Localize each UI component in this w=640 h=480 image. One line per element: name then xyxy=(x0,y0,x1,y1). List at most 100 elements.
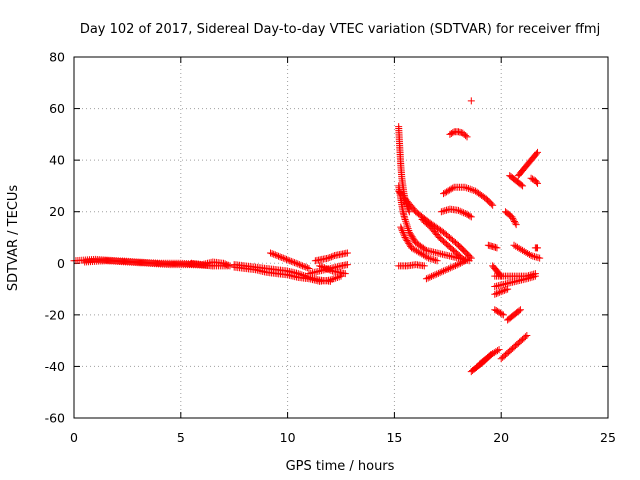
data-point xyxy=(510,216,518,224)
x-tick-label: 0 xyxy=(70,430,78,445)
data-point xyxy=(536,254,544,262)
data-point xyxy=(431,271,439,279)
data-point xyxy=(527,174,535,182)
x-tick-label: 15 xyxy=(386,430,402,445)
data-point xyxy=(300,263,308,271)
data-point xyxy=(527,252,535,260)
data-point xyxy=(532,178,540,186)
data-point xyxy=(497,288,505,296)
data-point xyxy=(221,260,229,268)
data-point xyxy=(502,286,510,294)
data-point xyxy=(332,274,340,282)
data-point xyxy=(399,228,407,236)
data-point xyxy=(443,206,451,214)
data-point xyxy=(294,260,302,268)
data-point xyxy=(327,253,335,261)
data-point xyxy=(461,210,469,218)
data-point xyxy=(433,257,441,265)
data-point xyxy=(455,260,463,268)
data-point xyxy=(289,258,297,266)
data-point xyxy=(529,252,537,260)
data-point xyxy=(499,287,507,295)
data-point xyxy=(521,333,529,341)
data-point xyxy=(511,219,519,227)
data-point xyxy=(534,244,542,252)
data-point xyxy=(463,133,471,141)
data-point xyxy=(517,181,525,189)
data-point xyxy=(449,129,457,137)
data-point xyxy=(534,148,542,156)
data-point xyxy=(402,219,410,227)
data-point xyxy=(421,245,429,253)
data-point xyxy=(292,259,300,267)
data-point xyxy=(437,208,445,216)
data-point xyxy=(512,221,520,229)
data-point xyxy=(498,310,506,318)
data-point xyxy=(458,208,466,216)
x-tick-label: 5 xyxy=(177,430,185,445)
y-tick-label: 20 xyxy=(49,204,65,219)
data-point xyxy=(224,261,232,269)
data-point xyxy=(326,253,334,261)
data-point xyxy=(271,251,279,259)
data-point xyxy=(468,186,476,194)
data-point xyxy=(448,263,456,271)
data-point xyxy=(467,254,475,262)
data-point xyxy=(510,218,518,226)
data-point xyxy=(530,273,538,281)
data-point xyxy=(297,261,305,269)
data-point xyxy=(408,233,416,241)
x-tick-label: 20 xyxy=(493,430,509,445)
data-point xyxy=(525,251,533,259)
chart-title: Day 102 of 2017, Sidereal Day-to-day VTE… xyxy=(80,22,600,37)
data-point xyxy=(410,236,418,244)
data-point xyxy=(450,262,458,270)
data-point xyxy=(492,290,500,298)
data-point xyxy=(429,272,437,280)
data-point xyxy=(278,253,286,261)
data-point xyxy=(500,286,508,294)
data-point xyxy=(281,255,289,263)
data-point xyxy=(398,227,406,235)
y-tick-label: -60 xyxy=(45,411,65,426)
data-point xyxy=(433,270,441,278)
data-point xyxy=(464,185,472,193)
data-point xyxy=(470,186,478,194)
data-point xyxy=(441,266,449,274)
data-point xyxy=(405,228,413,236)
data-point xyxy=(453,261,461,269)
data-point xyxy=(430,256,438,264)
data-point xyxy=(446,264,454,272)
data-point xyxy=(491,290,499,298)
data-point xyxy=(493,244,501,252)
data-point xyxy=(341,270,349,278)
data-point xyxy=(400,230,408,238)
data-point xyxy=(287,257,295,265)
data-point xyxy=(226,262,234,270)
data-point xyxy=(509,214,517,222)
data-point xyxy=(466,185,474,193)
grid xyxy=(74,57,608,418)
data-point xyxy=(400,232,408,240)
data-point xyxy=(426,255,434,263)
data-point xyxy=(324,254,332,262)
data-point xyxy=(508,213,516,221)
data-point xyxy=(492,348,500,356)
data-point xyxy=(404,238,412,246)
data-point xyxy=(515,307,523,315)
axis-ticks: 0 5 10 15 20 25 -60 -40 -20 0 20 40 60 80 xyxy=(45,50,616,446)
data-point xyxy=(463,255,471,263)
data-point xyxy=(303,264,311,272)
data-point xyxy=(466,212,474,220)
data-point xyxy=(445,265,453,273)
data-point xyxy=(441,207,449,215)
data-point xyxy=(531,253,539,261)
y-tick-label: 60 xyxy=(49,101,65,116)
data-point xyxy=(299,262,307,270)
data-point xyxy=(494,307,502,315)
data-point xyxy=(526,274,534,282)
data-point xyxy=(460,209,468,217)
data-point xyxy=(422,275,430,283)
data-point xyxy=(463,184,471,192)
data-point xyxy=(398,225,406,233)
